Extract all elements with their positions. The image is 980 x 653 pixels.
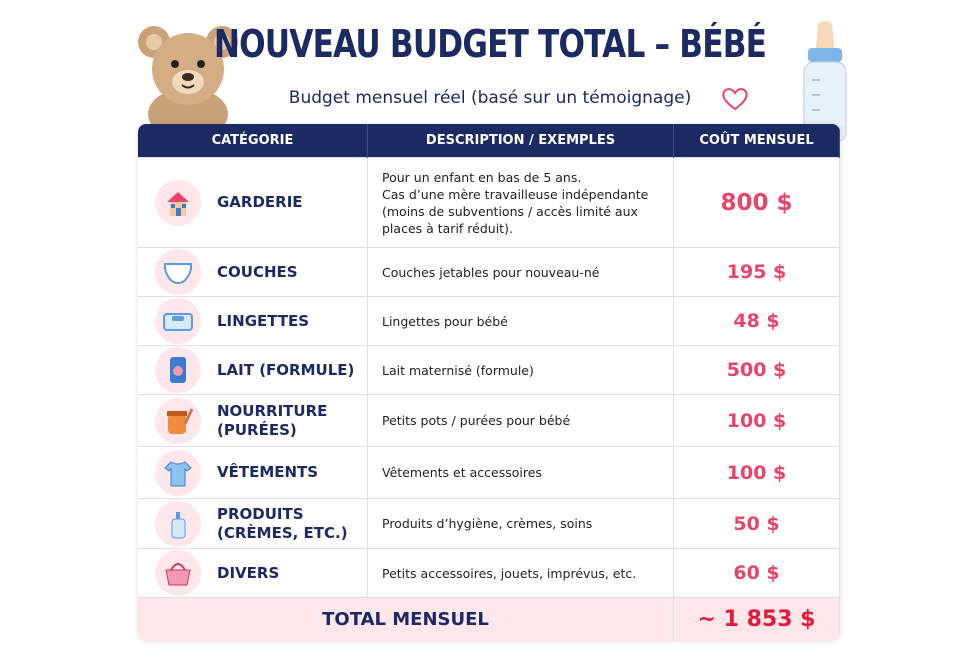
category-name: LINGETTES: [217, 311, 310, 330]
table-row: LINGETTES Lingettes pour bébé 48 $: [138, 296, 840, 346]
total-label: TOTAL MENSUEL: [138, 597, 674, 641]
category-wrap: DIVERS: [139, 550, 366, 596]
category-icon: [155, 397, 201, 444]
category-name: DIVERS: [217, 563, 280, 582]
baby-bottle: [803, 21, 847, 143]
table-row: DIVERS Petits accessoires, jouets, imprév…: [138, 548, 840, 598]
category-wrap: NOURRITURE (PURÉES): [139, 397, 366, 444]
table-body: GARDERIE Pour un enfant en bas de 5 ans. …: [138, 157, 840, 641]
icon-graphic: [171, 511, 186, 538]
description: Produits d’hygiène, crèmes, soins: [367, 498, 674, 549]
column-header: CATÉGORIE: [138, 124, 368, 158]
category-wrap: LINGETTES: [139, 298, 366, 344]
category-icon: [155, 249, 201, 295]
description: Petits accessoires, jouets, imprévus, et…: [367, 548, 674, 598]
icon-graphic: [167, 407, 194, 434]
description: Lait maternisé (formule): [367, 345, 674, 395]
monthly-cost: 50 $: [673, 498, 840, 549]
category-icon: [155, 347, 201, 393]
title: NOUVEAU BUDGET TOTAL – BÉBÉ: [213, 22, 767, 66]
description: Vêtements et accessoires: [367, 446, 674, 499]
table-row: PRODUITS (CRÈMES, ETC.) Produits d’hygièn…: [138, 498, 840, 549]
category-name: GARDERIE: [217, 193, 303, 211]
category-wrap: COUCHES: [139, 249, 366, 295]
category-wrap: VÊTEMENTS: [139, 449, 366, 496]
icon-graphic: [167, 191, 189, 216]
category-name: NOURRITURE (PURÉES): [217, 401, 328, 439]
category-icon: [155, 500, 201, 547]
table-row: COUCHES Couches jetables pour nouveau-né 1…: [138, 247, 840, 297]
budget-table: CATÉGORIE DESCRIPTION / EXEMPLES COÛT MENS…: [138, 124, 840, 641]
category-icon: [155, 550, 201, 596]
category-cell: NOURRITURE (PURÉES): [138, 394, 368, 447]
category-cell: PRODUITS (CRÈMES, ETC.): [138, 498, 368, 549]
category-name: COUCHES: [217, 262, 298, 281]
total-value: ~ 1 853 $: [673, 597, 840, 641]
column-header: COÛT MENSUEL: [673, 124, 840, 158]
monthly-cost: 800 $: [673, 157, 840, 248]
category-wrap: PRODUITS (CRÈMES, ETC.): [139, 500, 366, 547]
category-cell: LINGETTES: [138, 296, 368, 346]
category-name: LAIT (FORMULE): [217, 360, 355, 379]
icon-graphic: [164, 263, 192, 285]
category-name: VÊTEMENTS: [217, 463, 319, 481]
category-cell: LAIT (FORMULE): [138, 345, 368, 395]
category-icon: [155, 449, 201, 496]
icon-graphic: [164, 460, 192, 486]
heart-icon: [722, 88, 748, 111]
category-wrap: LAIT (FORMULE): [139, 347, 366, 393]
category-cell: DIVERS: [138, 548, 368, 598]
monthly-cost: 48 $: [673, 296, 840, 346]
description: Petits pots / purées pour bébé: [367, 394, 674, 447]
total-row: TOTAL MENSUEL ~ 1 853 $: [138, 597, 840, 641]
table-row: LAIT (FORMULE) Lait maternisé (formule) 50…: [138, 345, 840, 395]
category-cell: GARDERIE: [138, 157, 368, 248]
category-name: PRODUITS (CRÈMES, ETC.): [217, 504, 348, 542]
description: Pour un enfant en bas de 5 ans. Cas d’un…: [367, 157, 674, 248]
monthly-cost: 195 $: [673, 247, 840, 297]
category-icon: [155, 179, 201, 226]
subtitle: Budget mensuel réel (basé sur un témoign…: [288, 88, 692, 108]
category-cell: COUCHES: [138, 247, 368, 297]
monthly-cost: 100 $: [673, 446, 840, 499]
category-cell: VÊTEMENTS: [138, 446, 368, 499]
category-wrap: GARDERIE: [139, 179, 366, 226]
teddy-bear: [138, 26, 238, 139]
icon-graphic: [165, 563, 191, 586]
table-row: GARDERIE Pour un enfant en bas de 5 ans. …: [138, 157, 840, 248]
monthly-cost: 60 $: [673, 548, 840, 598]
monthly-cost: 500 $: [673, 345, 840, 395]
table-row: NOURRITURE (PURÉES) Petits pots / purées …: [138, 394, 840, 447]
monthly-cost: 100 $: [673, 394, 840, 447]
icon-graphic: [170, 357, 186, 383]
column-header: DESCRIPTION / EXEMPLES: [367, 124, 674, 158]
table-row: VÊTEMENTS Vêtements et accessoires 100 $: [138, 446, 840, 499]
description: Couches jetables pour nouveau-né: [367, 247, 674, 297]
description: Lingettes pour bébé: [367, 296, 674, 346]
header-row: CATÉGORIE DESCRIPTION / EXEMPLES COÛT MENS…: [138, 124, 840, 158]
icon-graphic: [163, 313, 193, 331]
category-icon: [155, 298, 201, 344]
